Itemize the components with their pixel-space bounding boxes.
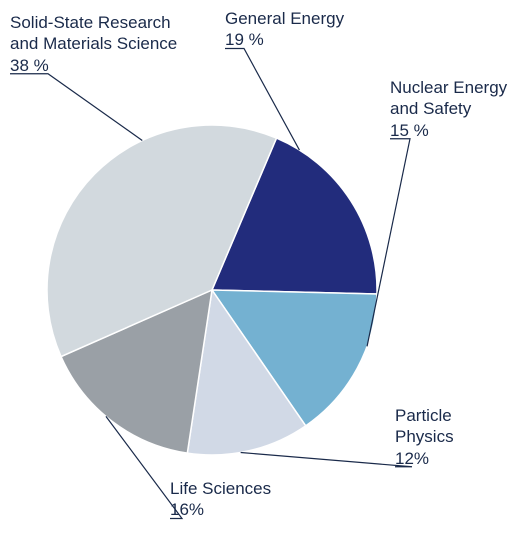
label-particle-physics: Particle Physics 12% <box>395 405 454 469</box>
pie-chart-container: General Energy 19 % Nuclear Energy and Sa… <box>0 0 516 541</box>
label-general-energy: General Energy 19 % <box>225 8 344 51</box>
leader-nuclear-energy <box>367 139 410 347</box>
leader-particle-physics <box>241 452 412 466</box>
label-life-sciences: Life Sciences 16% <box>170 478 271 521</box>
leader-solid-state <box>10 74 142 141</box>
label-nuclear-energy: Nuclear Energy and Safety 15 % <box>390 77 507 141</box>
label-solid-state: Solid-State Research and Materials Scien… <box>10 12 177 76</box>
